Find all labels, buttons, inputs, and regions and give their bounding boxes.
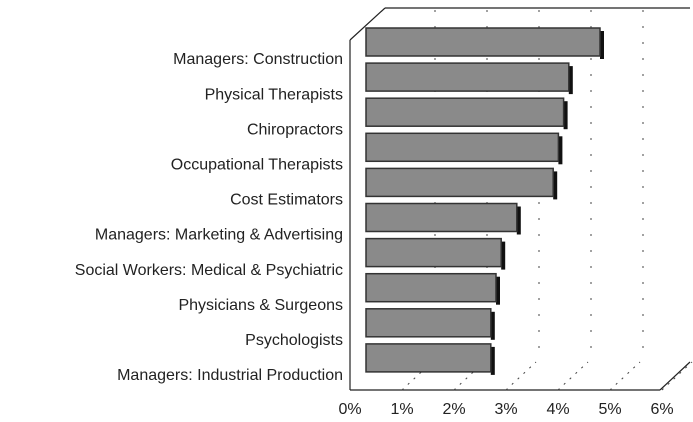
bar [365,343,492,373]
y-tick-label: Occupational Therapists [171,157,343,174]
bar-side [553,171,558,200]
bar-side [558,136,563,165]
y-tick-label: Managers: Industrial Production [117,367,343,384]
x-tick-label: 4% [546,401,569,418]
y-tick-label: Managers: Construction [173,51,343,68]
x-tick-label: 3% [494,401,517,418]
frame [349,7,691,391]
floor-line [661,361,693,391]
bar [365,308,492,338]
bar [365,237,502,268]
x-tick-label: 0% [338,401,361,418]
y-tick-label: Social Workers: Medical & Psychiatric [75,262,343,279]
bar-side [490,346,495,375]
bar-side [490,311,495,340]
y-tick-label: Managers: Marketing & Advertising [95,227,343,244]
y-tick-label: Psychologists [245,332,343,349]
bar-side [501,241,506,270]
floor-line [609,361,641,391]
x-tick-label: 1% [390,401,413,418]
bar-side [496,276,500,305]
bar-side [516,206,521,235]
floor-line [557,361,589,391]
bar [365,132,560,163]
bar [365,97,565,127]
bar-side [563,101,568,130]
bar-side [600,31,604,59]
x-tick-label: 2% [442,401,465,418]
bar-side [568,66,573,95]
y-tick-label: Chiropractors [247,121,343,138]
bar [365,272,497,303]
floor-line [505,361,537,391]
y-tick-label: Cost Estimators [230,192,343,209]
bar [365,27,601,57]
y-tick-label: Physical Therapists [205,86,343,103]
y-tick-label: Physicians & Surgeons [178,297,343,314]
bar [365,62,570,92]
x-tick-label: 6% [650,401,673,418]
bar [365,167,554,198]
bar [365,202,518,233]
x-tick-label: 5% [598,401,621,418]
